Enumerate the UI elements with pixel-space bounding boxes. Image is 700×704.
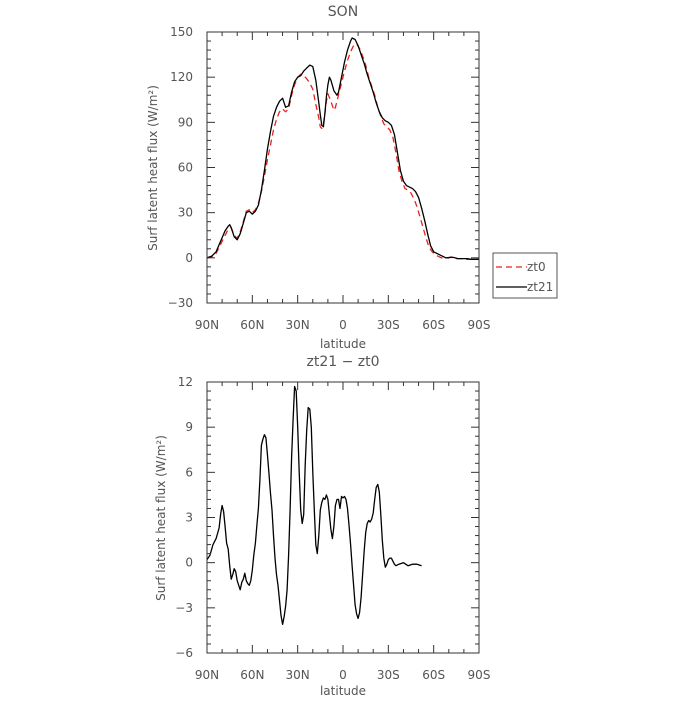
y-tick-label: 120 [170,70,193,84]
y-tick-label: −30 [168,296,193,310]
y-tick-label: 90 [178,115,193,129]
legend-item-zt0: zt0 [496,260,546,274]
y-tick-labels: −30 0 30 60 90 120 150 [168,25,193,310]
axis-ticks [206,381,480,654]
series-line-series-0 [206,385,422,626]
y-tick-label: 6 [185,465,193,479]
x-axis-label: latitude [320,337,366,351]
series-line-zt0 [206,43,479,260]
x-tick-label: 0 [339,668,347,682]
y-tick-label: 0 [185,251,193,265]
chart-title: zt21 − zt0 [306,354,379,370]
series-lines [206,385,422,626]
x-tick-labels: 90N 60N 30N 0 30S 60S 90S [195,668,491,682]
chart-title: SON [328,4,358,20]
y-tick-label: 0 [185,556,193,570]
legend-box [492,252,558,299]
x-tick-label: 90S [468,318,491,332]
panel-top: SON 90N 60N 30N 0 30S 60S 90S −30 0 30 60 90 120 150… [146,4,558,351]
x-tick-label: 60N [240,318,264,332]
series-line-zt21 [206,37,479,260]
y-tick-label: 60 [178,161,193,175]
x-tick-label: 90N [195,318,219,332]
y-tick-label: −3 [175,601,193,615]
y-tick-label: −6 [175,646,193,660]
x-tick-label: 30N [286,318,310,332]
x-tick-label: 60S [422,318,445,332]
y-tick-label: 30 [178,206,193,220]
x-tick-label: 0 [339,318,347,332]
legend: zt0 zt21 [492,252,558,299]
plot-frame [206,381,480,654]
y-axis-label: Surf latent heat flux (W/m²) [146,85,160,251]
y-tick-label: 150 [170,25,193,39]
y-axis-label: Surf latent heat flux (W/m²) [154,435,168,601]
y-tick-labels: −6 −3 0 3 6 9 12 [175,375,193,660]
x-tick-label: 30N [286,668,310,682]
legend-label-zt0: zt0 [527,260,546,274]
x-tick-label: 90S [468,668,491,682]
panel-bottom: zt21 − zt0 90N 60N 30N 0 30S 60S 90S −6 −3 0 3 6 9 1… [154,354,490,698]
x-tick-label: 90N [195,668,219,682]
y-tick-label: 3 [185,511,193,525]
series-lines [206,37,479,260]
legend-label-zt21: zt21 [527,280,553,294]
y-tick-label: 9 [185,420,193,434]
x-tick-label: 60N [240,668,264,682]
y-tick-label: 12 [178,375,193,389]
x-axis-label: latitude [320,684,366,698]
x-tick-label: 30S [377,668,400,682]
x-tick-labels: 90N 60N 30N 0 30S 60S 90S [195,318,491,332]
x-tick-label: 60S [422,668,445,682]
x-tick-label: 30S [377,318,400,332]
plot-frame [206,31,480,304]
legend-item-zt21: zt21 [496,280,553,294]
